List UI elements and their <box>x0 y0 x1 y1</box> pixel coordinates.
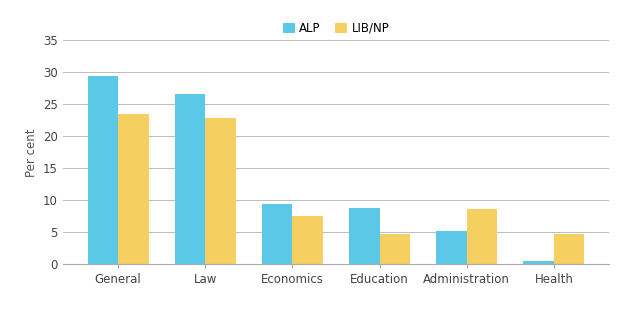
Bar <box>467 209 497 264</box>
Bar <box>379 234 410 264</box>
Bar <box>523 261 554 264</box>
Bar <box>554 234 584 264</box>
Legend: ALP, LIB/NP: ALP, LIB/NP <box>278 17 394 40</box>
Bar <box>205 118 236 264</box>
Bar <box>293 216 323 264</box>
Bar <box>349 208 379 264</box>
Bar <box>88 76 118 264</box>
Bar <box>436 231 467 264</box>
Bar <box>262 204 293 264</box>
Y-axis label: Per cent: Per cent <box>24 128 38 177</box>
Bar <box>175 94 205 264</box>
Bar <box>118 114 149 264</box>
